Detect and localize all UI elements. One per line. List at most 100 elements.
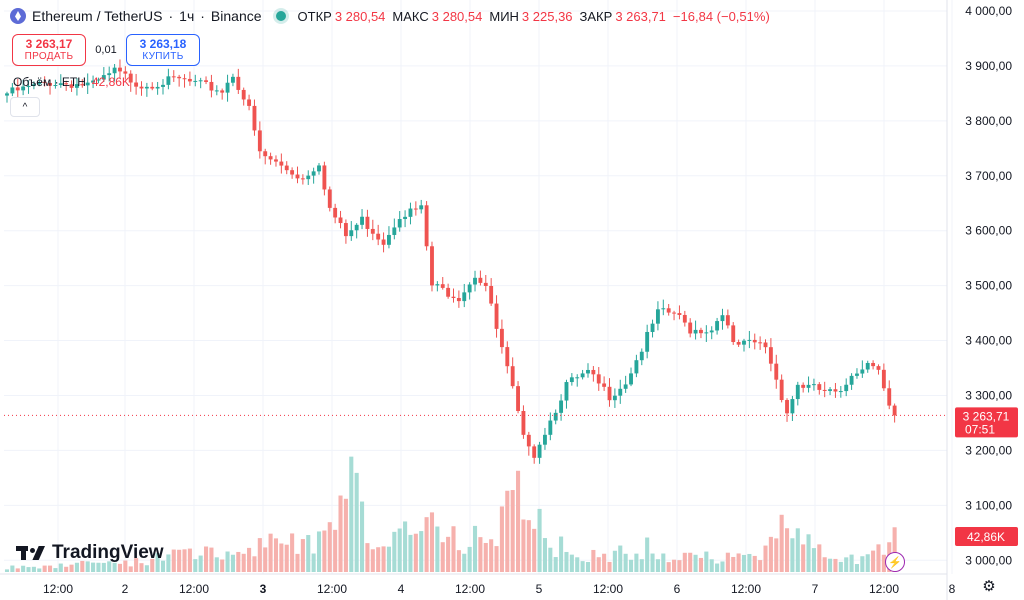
volume-bar	[397, 528, 402, 572]
candle-body	[58, 83, 63, 86]
volume-bar	[69, 564, 74, 572]
volume-bar	[591, 549, 596, 572]
chevron-up-icon[interactable]: ^	[10, 97, 40, 117]
symbol-title[interactable]: Ethereum / TetherUS	[32, 8, 163, 24]
volume-legend-label: Объём · ETH	[13, 75, 86, 89]
volume-bar	[698, 557, 704, 572]
candle-body	[591, 369, 596, 375]
volume-bar	[607, 561, 612, 572]
volume-bar	[214, 557, 219, 572]
candle-body	[586, 369, 590, 374]
volume-bar	[177, 549, 182, 572]
volume-bar	[715, 563, 720, 572]
candle-body	[871, 362, 876, 367]
volume-bar	[876, 544, 881, 572]
volume-bar	[74, 562, 79, 572]
volume-bar	[516, 470, 521, 572]
candle-body	[338, 217, 343, 224]
candle-body	[451, 296, 456, 298]
candle-body	[844, 384, 849, 392]
volume-tag	[955, 527, 1018, 546]
candle-body	[709, 330, 714, 333]
volume-bar	[456, 550, 461, 572]
gear-icon[interactable]: ⚙	[982, 578, 996, 595]
volume-bar	[505, 490, 510, 572]
volume-bar	[682, 552, 687, 572]
buy-label: КУПИТЬ	[142, 50, 184, 62]
volume-bar	[160, 560, 166, 572]
candle-body	[559, 400, 564, 413]
candle-body	[768, 347, 773, 364]
volume-bar	[779, 514, 784, 572]
countdown-label: 07:51	[965, 422, 995, 436]
candle-body	[822, 389, 827, 391]
price-tick-label: 3 300,00	[965, 388, 1012, 402]
lightning-icon[interactable]: ⚡	[885, 552, 905, 572]
candle-body	[715, 321, 720, 331]
volume-bar	[693, 554, 698, 572]
time-tick-label: 12:00	[869, 582, 899, 596]
volume-legend[interactable]: Объём · ETH 42,86K	[13, 75, 130, 89]
volume-bar	[849, 554, 854, 572]
title-separator: ·	[168, 8, 174, 24]
volume-bar	[241, 553, 246, 572]
volume-bar	[564, 551, 569, 572]
candle-body	[306, 175, 311, 180]
volume-bar	[575, 557, 580, 572]
candle-body	[101, 75, 106, 80]
volume-bar	[166, 554, 171, 572]
volume-bar	[263, 547, 268, 572]
interval-label[interactable]: 1ч	[179, 8, 195, 24]
exchange-label[interactable]: Binance	[210, 8, 262, 24]
candle-body	[80, 84, 85, 86]
volume-bar	[790, 538, 795, 572]
volume-bar	[747, 553, 752, 572]
candle-body	[892, 405, 897, 416]
price-tick-label: 3 200,00	[965, 443, 1012, 457]
candle-body	[612, 395, 617, 401]
candle-body	[747, 339, 752, 341]
candle-body	[634, 360, 639, 374]
candle-body	[274, 159, 278, 162]
volume-bar	[91, 562, 96, 572]
volume-bar	[677, 560, 682, 572]
volume-bar	[230, 554, 235, 572]
volume-bar	[150, 558, 155, 572]
candle-body	[623, 384, 628, 389]
candle-body	[118, 67, 122, 72]
candle-body	[241, 89, 246, 100]
candle-body	[177, 76, 182, 79]
price-tick-label: 3 600,00	[965, 224, 1012, 238]
volume-bar	[688, 552, 693, 572]
volume-bar	[193, 559, 198, 572]
volume-bar	[349, 456, 354, 572]
last-price-tag	[955, 407, 1018, 438]
volume-bar	[602, 553, 607, 572]
candle-body	[661, 308, 666, 310]
high-value: 3 280,54	[431, 8, 483, 24]
time-tick-label: 8	[949, 582, 956, 596]
candle-body	[553, 412, 558, 421]
volume-bar	[419, 531, 424, 572]
volume-bar	[548, 547, 553, 572]
volume-bar	[720, 561, 725, 572]
volume-bar	[478, 537, 483, 572]
tradingview-logo[interactable]: TradingView	[16, 542, 164, 564]
candle-body	[865, 362, 870, 370]
last-price-label: 3 263,71	[963, 409, 1010, 423]
volume-bar	[360, 501, 365, 572]
candle-body	[811, 384, 816, 386]
time-tick-label: 12:00	[455, 582, 485, 596]
candle-body	[220, 90, 225, 93]
buy-button[interactable]: 3 263,18 КУПИТЬ	[126, 34, 200, 66]
volume-bar	[784, 528, 790, 572]
sell-button[interactable]: 3 263,17 ПРОДАТЬ	[12, 34, 86, 66]
candle-body	[284, 165, 289, 171]
time-tick-label: 12:00	[731, 582, 761, 596]
candle-body	[494, 303, 499, 329]
candle-body	[387, 234, 391, 245]
volume-bar	[203, 546, 209, 572]
close-value: 3 263,71	[615, 8, 666, 24]
candle-body	[279, 161, 284, 166]
